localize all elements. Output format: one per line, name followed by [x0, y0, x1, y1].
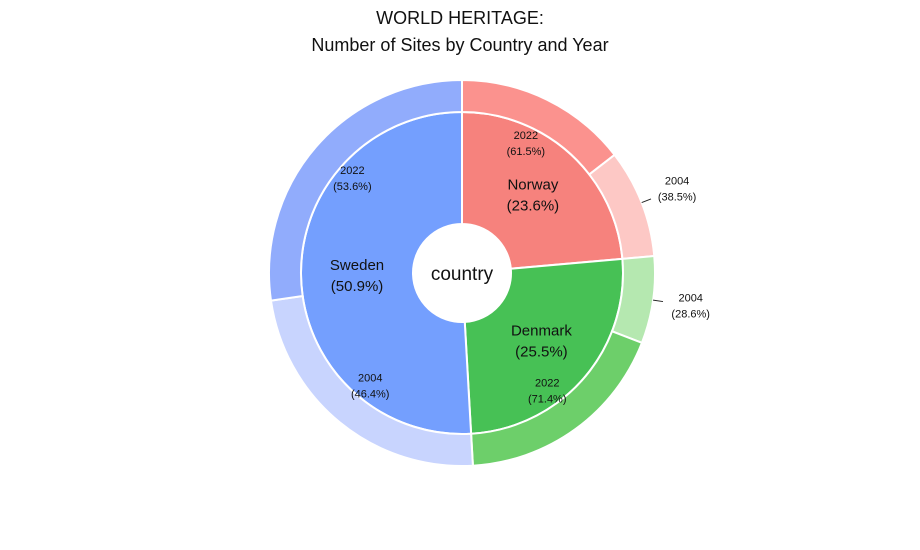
inner-label-norway: Norway (23.6%): [507, 177, 560, 215]
label-leader: [641, 198, 652, 204]
outer-label-denmark-2022: 2022 (71.4%): [528, 377, 567, 405]
label-leader: [653, 299, 664, 303]
outer-label-denmark-2004: 2004 (28.6%): [671, 292, 710, 320]
outer-label-norway-2004: 2004 (38.5%): [658, 176, 697, 204]
outer-label-sweden-2022: 2022 (53.6%): [333, 165, 372, 193]
chart-subtitle: Number of Sites by Country and Year: [311, 35, 609, 55]
chart-labels: Norway (23.6%) 2022 (61.5%) 2004 (38.5%) Denma…: [330, 130, 710, 405]
center-label: country: [431, 264, 494, 285]
inner-label-denmark: Denmark (25.5%): [511, 323, 572, 361]
outer-ring: [268, 78, 656, 467]
chart-title: WORLD HERITAGE:: [376, 8, 544, 28]
inner-label-sweden: Sweden (50.9%): [330, 257, 384, 295]
outer-label-norway-2022: 2022 (61.5%): [507, 130, 546, 158]
center-hole: [413, 224, 511, 322]
outer-label-sweden-2004: 2004 (46.4%): [351, 372, 390, 400]
outer-slice-sweden-2022[interactable]: [268, 78, 463, 302]
